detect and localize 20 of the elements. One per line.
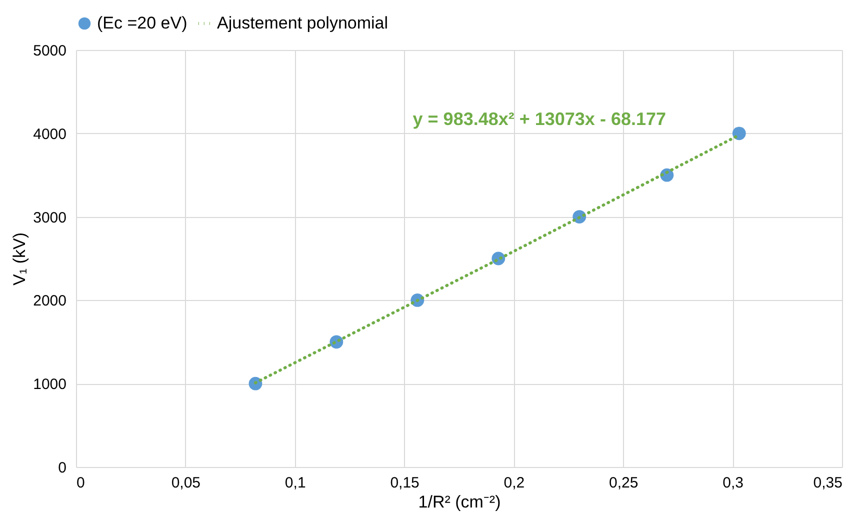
x-tick-label: 0,25: [609, 474, 638, 492]
y-tick-label: 1000: [33, 376, 66, 394]
x-tick-label: 0,35: [813, 474, 842, 492]
x-axis-title: 1/R² (cm⁻²): [418, 492, 501, 512]
x-tick-label: 0,2: [504, 474, 525, 492]
annotation: y = 983.48x² + 13073x - 68.177: [412, 109, 666, 129]
x-tick-label: 0: [76, 474, 85, 492]
y-tick-label: 2000: [33, 292, 66, 310]
x-tick-label: 0,15: [390, 474, 420, 492]
y-axis-title: V₁ (kV): [10, 232, 30, 286]
y-tick-label: 5000: [33, 42, 66, 60]
legend-label: Ajustement polynomial: [217, 14, 388, 32]
point: [732, 126, 746, 140]
y-tick-label: 4000: [33, 126, 66, 143]
y-tick-label: 0: [58, 460, 66, 476]
x-tick-label: 0,1: [284, 474, 306, 492]
y-tick-label: 3000: [33, 209, 66, 226]
legend-label: (Ec =20 eV): [97, 14, 188, 32]
x-tick-label: 0,05: [171, 474, 201, 492]
x-tick-label: 0,3: [722, 474, 744, 492]
